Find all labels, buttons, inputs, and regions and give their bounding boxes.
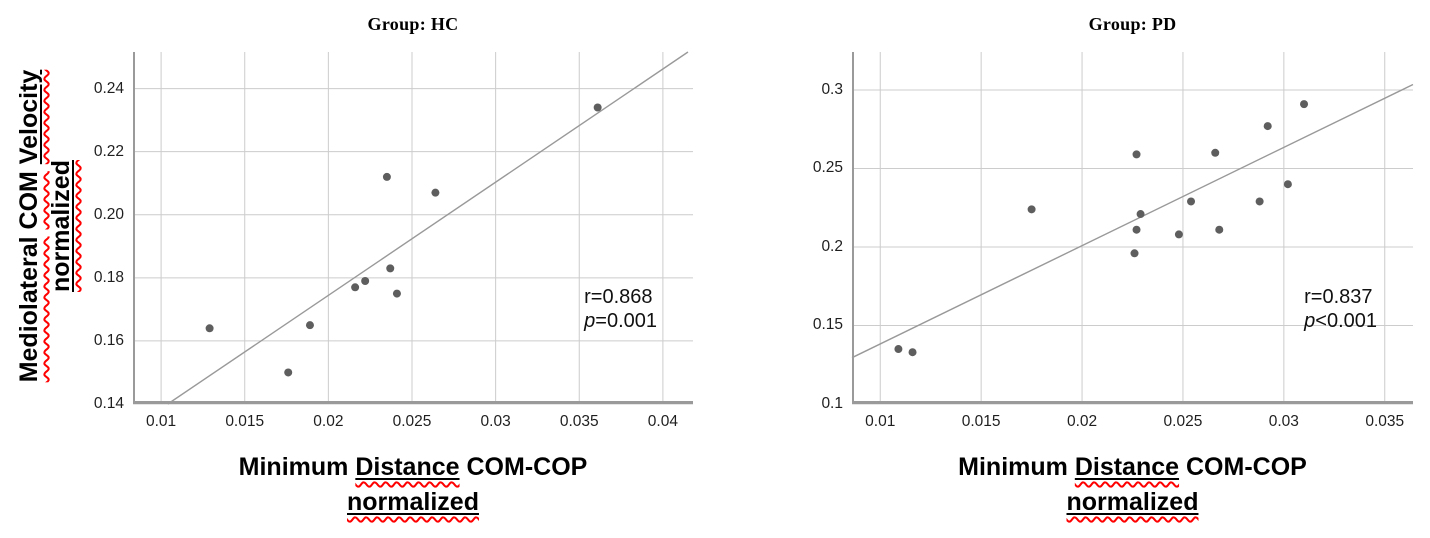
label-word: normalized [347, 488, 479, 516]
x-tick-label: 0.02 [1066, 413, 1098, 430]
x-tick-label: 0.035 [1365, 413, 1405, 430]
p-symbol: p [584, 309, 596, 332]
data-point [351, 283, 360, 292]
y-axis-label: Mediolateral COM Velocity normalized [13, 70, 77, 383]
label-word: normalized [47, 160, 75, 292]
label-word: Mediolateral [15, 236, 43, 383]
x-tick-label: 0.03 [1268, 413, 1299, 430]
data-point [1130, 249, 1139, 258]
plot-area-pd [851, 52, 1414, 405]
y-axis-label-line1: Mediolateral COM Velocity [13, 70, 45, 383]
x-tick-label: 0.01 [146, 413, 177, 430]
x-axis-label-line2: normalized [782, 485, 1430, 520]
x-axis-label-line1: Minimum Distance COM-COP [63, 450, 763, 485]
y-tick-label: 0.2 [821, 237, 843, 255]
label-word: Distance [355, 453, 459, 481]
p-value: p=0.001 [584, 310, 657, 334]
label-word-underlined: Velocity [15, 69, 43, 165]
label-word: COM [15, 171, 43, 230]
data-point [1263, 122, 1272, 131]
data-point [361, 276, 370, 285]
chart-group-pd: Group: PD r=0.837 p<0.001 Minimum Distan… [813, 14, 1414, 516]
r-value: r=0.868 [584, 286, 653, 308]
trend-line [851, 83, 1414, 359]
y-tick-label: 0.18 [93, 268, 124, 286]
data-point [1174, 230, 1183, 239]
x-axis-label-line2: normalized [63, 485, 763, 520]
x-tick-label: 0.02 [313, 413, 344, 430]
label-word: COM-COP [459, 453, 588, 481]
y-tick-label: 0.25 [812, 159, 843, 177]
x-tick-label: 0.015 [961, 413, 1001, 430]
data-point [1283, 180, 1292, 189]
y-axis-label-line2: normalized [45, 70, 77, 383]
data-point [593, 103, 602, 112]
data-point [305, 321, 314, 330]
plot-area-hc [133, 51, 693, 405]
p-rest: <0.001 [1315, 309, 1377, 332]
x-tick-label: 0.035 [559, 413, 599, 430]
data-point [908, 348, 917, 357]
data-point [205, 324, 214, 333]
data-point [431, 188, 440, 197]
label-word-underlined: Distance [1074, 453, 1180, 481]
data-point [1132, 150, 1141, 159]
label-word [15, 164, 43, 171]
label-word: Minimum [238, 453, 356, 481]
chart-title-hc: Group: HC [367, 14, 459, 34]
data-point [1187, 197, 1196, 206]
stats-annotation-hc: r=0.868 p=0.001 [584, 286, 657, 333]
x-axis-label-line1: Minimum Distance COM-COP [782, 450, 1430, 485]
data-point [1132, 225, 1141, 234]
y-tick-label: 0.14 [93, 395, 124, 412]
y-tick-label: 0.24 [93, 79, 124, 97]
label-word-underlined: normalized [1066, 488, 1199, 516]
p-symbol: p [1304, 309, 1316, 332]
data-point [1136, 210, 1145, 219]
y-tick-label: 0.20 [93, 205, 124, 223]
chart-title-pd: Group: PD [1088, 14, 1177, 34]
label-word: Velocity [15, 70, 43, 165]
y-tick-label: 0.16 [93, 331, 124, 349]
y-tick-label: 0.15 [812, 316, 843, 334]
data-point [1300, 100, 1309, 109]
label-word: Distance [1075, 453, 1179, 481]
data-point [386, 264, 395, 273]
label-word-underlined: normalized [47, 160, 75, 292]
y-tick-label: 0.22 [93, 142, 124, 160]
data-point [894, 345, 903, 354]
x-tick-label: 0.025 [392, 413, 432, 430]
label-word [15, 229, 43, 236]
data-point [1211, 148, 1220, 157]
data-point [382, 172, 391, 181]
label-word-underlined: normalized [347, 488, 479, 516]
x-tick-label: 0.025 [1163, 413, 1203, 430]
r-value: r=0.837 [1304, 286, 1373, 308]
data-point [284, 368, 293, 377]
x-tick-label: 0.01 [865, 413, 896, 430]
label-word-underlined: Distance [355, 453, 460, 481]
trend-line [167, 51, 689, 405]
x-tick-label: 0.04 [647, 413, 678, 430]
chart-group-hc: Group: HC r=0.868 p=0.001 Minimum Distan… [94, 14, 693, 516]
x-axis-label-hc: Minimum Distance COM-COP normalized [63, 450, 763, 520]
data-point [1255, 197, 1264, 206]
data-point [1215, 225, 1224, 234]
x-axis-label-pd: Minimum Distance COM-COP normalized [782, 450, 1430, 520]
label-word: Minimum [958, 453, 1075, 481]
x-tick-label: 0.03 [480, 413, 511, 430]
y-tick-label: 0.3 [821, 80, 843, 98]
stats-annotation-pd: r=0.837 p<0.001 [1304, 286, 1377, 333]
label-word: normalized [1067, 488, 1199, 516]
label-word: COM-COP [1179, 453, 1307, 481]
x-tick-label: 0.015 [225, 413, 265, 430]
p-rest: =0.001 [595, 309, 657, 332]
y-tick-label: 0.1 [821, 395, 843, 412]
data-point [1027, 205, 1036, 214]
p-value: p<0.001 [1304, 310, 1377, 334]
data-point [392, 289, 401, 298]
